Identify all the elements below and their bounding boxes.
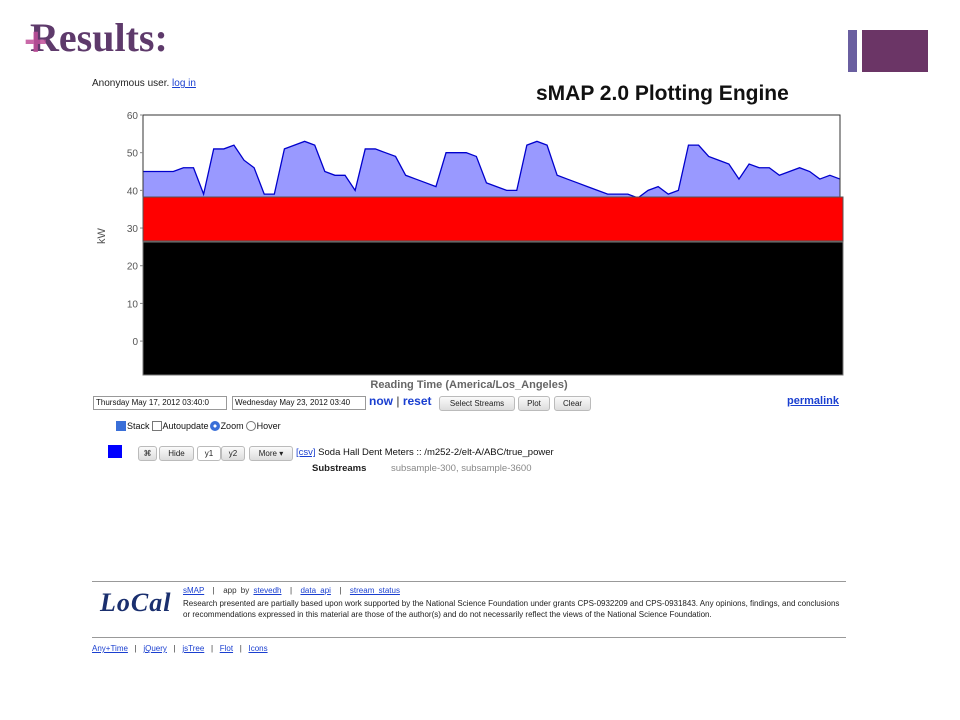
autoupdate-checkbox[interactable] (151, 421, 162, 431)
nav-text: app by (223, 586, 250, 595)
separator: | (339, 586, 342, 595)
decor-bar (848, 30, 857, 72)
select-streams-button[interactable]: Select Streams (439, 396, 515, 411)
footer-links: Any+Time | jQuery | jsTree | Flot | Icon… (92, 644, 268, 653)
y-tick-label: 30 (127, 224, 139, 235)
decor-block (862, 30, 928, 72)
separator: | (134, 644, 137, 653)
logo: LoCal (100, 588, 172, 617)
redaction-black (142, 241, 844, 376)
y-tick-label: 40 (127, 186, 139, 197)
stream-color[interactable] (108, 445, 122, 458)
footer-nav: sMAP | app by stevedh | data api | strea… (183, 586, 400, 595)
slide-title: Results: (30, 15, 168, 60)
drag-button[interactable]: ⌘ (138, 446, 157, 461)
separator: | (210, 644, 214, 653)
zoom-radio[interactable] (209, 421, 220, 431)
y-tick-label: 50 (127, 149, 139, 160)
y2-button[interactable]: y2 (221, 446, 245, 461)
stream-name: Soda Hall Dent Meters :: /m252-2/elt-A/A… (318, 447, 554, 458)
more-button[interactable]: More ▾ (249, 446, 293, 461)
footer-link[interactable]: jQuery (143, 644, 167, 653)
footer-link[interactable]: jsTree (182, 644, 205, 653)
footer-link[interactable]: Flot (219, 644, 234, 653)
separator: | (239, 644, 242, 653)
substreams: subsample-300, subsample-3600 (391, 463, 532, 474)
stream-info: [csv] Soda Hall Dent Meters :: /m252-2/e… (296, 447, 554, 458)
redaction-red (142, 196, 844, 242)
nav-link[interactable]: stream status (349, 586, 400, 595)
login-link[interactable]: log in (172, 78, 196, 89)
option-label: Autoupdate (162, 421, 209, 431)
footer-link[interactable]: Any+Time (92, 644, 128, 653)
y-tick-label: 20 (127, 262, 139, 273)
option-label: Zoom (220, 421, 244, 431)
y-tick-label: 60 (127, 111, 139, 122)
separator: | (212, 586, 215, 595)
separator: | (396, 394, 400, 408)
y-tick-label: 0 (132, 337, 138, 348)
stack-checkbox[interactable] (116, 421, 126, 431)
options: Stack Autoupdate Zoom Hover (116, 421, 281, 431)
substream[interactable]: subsample-300 (391, 463, 456, 474)
app-title: sMAP 2.0 Plotting Engine (536, 82, 789, 105)
separator: | (173, 644, 176, 653)
line (143, 140, 841, 199)
nav-link[interactable]: stevedh (253, 586, 282, 595)
substreams-label: Substreams (312, 463, 367, 474)
reset-link[interactable]: reset (402, 394, 432, 408)
hover-radio[interactable] (245, 421, 256, 431)
permalink[interactable]: permalink (787, 395, 839, 407)
footer-rule (92, 581, 846, 582)
separator: | (289, 586, 293, 595)
y1-button[interactable]: y1 (197, 446, 221, 461)
comma: , (455, 463, 459, 474)
plot-button[interactable]: Plot (518, 396, 550, 411)
y-axis-label: kW (96, 227, 108, 244)
option-label: Stack (127, 421, 150, 431)
clear-button[interactable]: Clear (554, 396, 591, 411)
x-axis-label: Reading Time (America/Los_Angeles) (370, 379, 568, 391)
footer-text: Research presented are partially based u… (183, 599, 840, 619)
slide-mark: + (24, 20, 48, 64)
nav-link[interactable]: data api (300, 586, 331, 595)
now-link[interactable]: now (369, 394, 393, 408)
time-links: now | reset (369, 394, 432, 408)
footer-link[interactable]: Icons (248, 644, 268, 653)
hide-button[interactable]: Hide (159, 446, 194, 461)
substream[interactable]: subsample-3600 (461, 463, 532, 474)
csv-link[interactable]: [csv] (296, 447, 316, 458)
nav-link[interactable]: sMAP (183, 586, 205, 595)
footer-rule (92, 637, 846, 638)
user-label: Anonymous user. (92, 78, 170, 89)
y-tick-label: 10 (127, 299, 139, 310)
option-label: Hover (256, 421, 281, 431)
start-input[interactable]: Thursday May 17, 2012 03:40:0 (93, 396, 227, 410)
end-input[interactable]: Wednesday May 23, 2012 03:40 (232, 396, 366, 410)
user-status: Anonymous user. log in (92, 78, 196, 89)
